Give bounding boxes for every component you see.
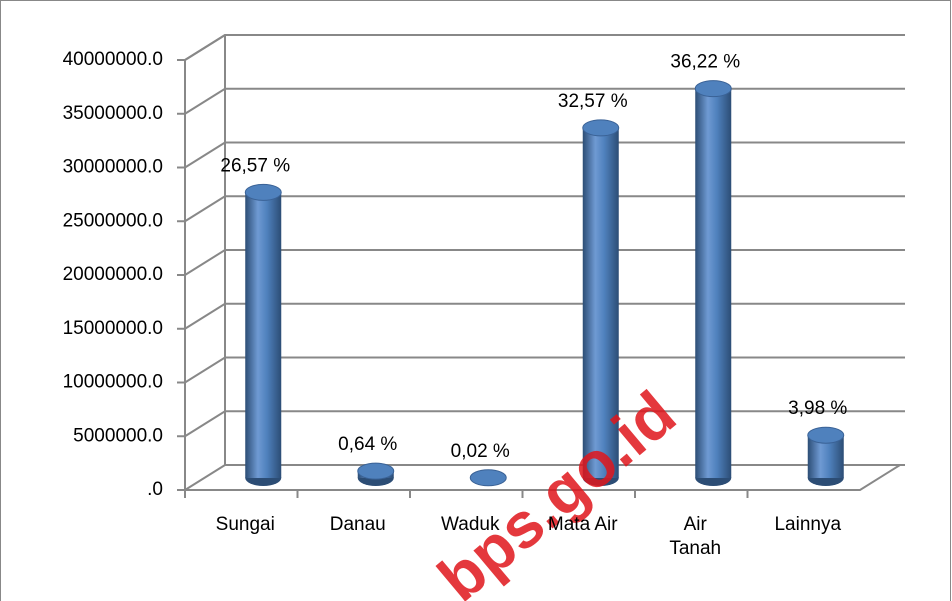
- grid-line: [184, 141, 905, 169]
- data-label: 36,22 %: [670, 52, 740, 73]
- grid-line: [184, 356, 905, 384]
- bar: [245, 192, 282, 478]
- x-tick-label: Mata Air: [547, 514, 618, 535]
- x-tick-label: Sungai: [215, 514, 275, 535]
- y-tick-label: 20000000.0: [63, 264, 163, 285]
- bar-top: [469, 469, 507, 487]
- x-tick-label: Lainnya: [774, 514, 842, 535]
- y-tick-label: 5000000.0: [73, 425, 163, 446]
- x-tick-label: Danau: [329, 514, 386, 535]
- grid-line: [184, 302, 905, 330]
- grid-line: [184, 87, 905, 115]
- bar-top: [807, 426, 845, 444]
- y-tick-label: 10000000.0: [63, 372, 163, 393]
- grid-line: [184, 249, 905, 276]
- data-label: 0,02 %: [451, 441, 510, 462]
- y-tick-label: 30000000.0: [63, 157, 163, 178]
- y-tick-label: 40000000.0: [63, 49, 163, 70]
- grid-line: [184, 410, 905, 438]
- bar-top: [244, 183, 282, 201]
- bar-top: [357, 462, 395, 480]
- bar: [695, 88, 732, 478]
- y-tick-label: .0: [147, 479, 163, 500]
- data-label: 26,57 %: [220, 155, 290, 176]
- y-tick-label: 15000000.0: [63, 318, 163, 339]
- y-tick-label: 25000000.0: [63, 210, 163, 231]
- grid-line: [184, 34, 905, 61]
- y-tick-label: 35000000.0: [63, 103, 163, 124]
- x-tick-label: Waduk: [441, 514, 500, 535]
- data-label: 3,98 %: [788, 398, 847, 419]
- grid-line: [184, 195, 905, 223]
- bar-top: [582, 119, 620, 137]
- x-tick-label: Air Tanah: [669, 514, 722, 559]
- data-label: 32,57 %: [558, 91, 628, 112]
- bar-top: [694, 80, 732, 98]
- data-label: 0,64 %: [338, 434, 397, 455]
- bar: [582, 127, 619, 478]
- grid-line: [184, 464, 905, 491]
